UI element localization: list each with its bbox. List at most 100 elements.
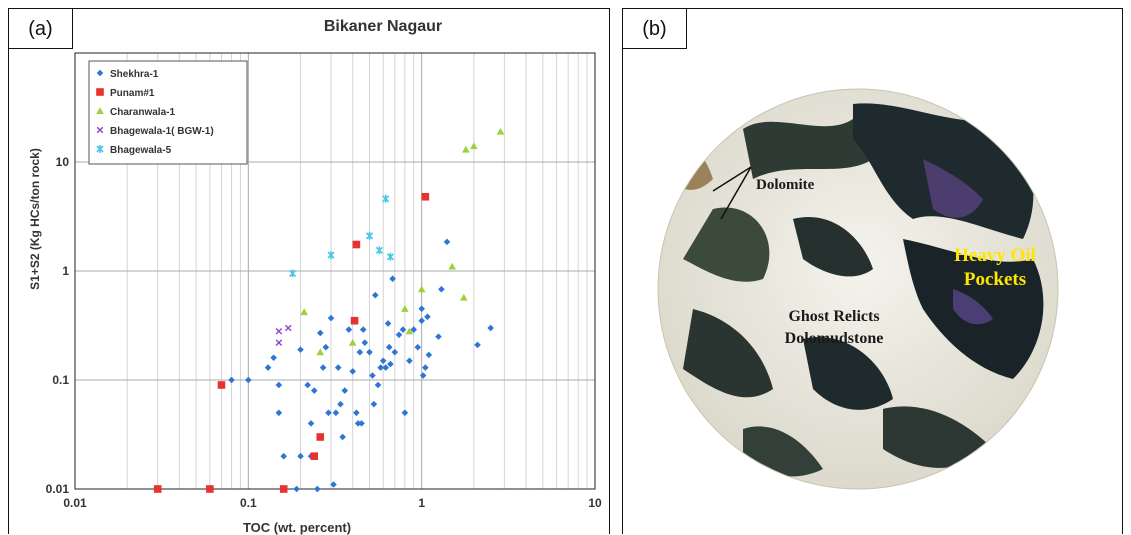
y-tick-label: 10: [56, 155, 70, 169]
data-point: [382, 364, 389, 371]
data-point: [366, 348, 373, 356]
heavy-oil-label-line1: Heavy Oil: [954, 245, 1036, 266]
data-point: [389, 275, 396, 282]
data-point: [417, 285, 426, 293]
data-point: [356, 348, 364, 356]
data-point: [418, 305, 425, 313]
data-point: [369, 372, 376, 379]
data-point: [341, 387, 349, 394]
data-point: [418, 317, 425, 324]
data-point: [410, 326, 418, 333]
data-point: [365, 231, 374, 240]
legend-box: [88, 60, 248, 165]
data-point: [275, 327, 283, 335]
data-point: [435, 333, 442, 340]
data-point: [399, 326, 407, 333]
data-point: [153, 485, 162, 493]
y-tick-label: 0.1: [52, 373, 69, 387]
data-point: [275, 339, 283, 346]
legend-label: Shekhra-1: [110, 69, 159, 80]
legend-label: Punam#1: [110, 88, 155, 99]
y-axis-title: S1+S2 (Kg HCs/ton rock): [28, 148, 42, 290]
legend-marker: [96, 145, 104, 153]
data-point: [275, 381, 283, 389]
data-points: [153, 127, 505, 493]
data-point: [405, 327, 414, 335]
data-point: [361, 339, 369, 346]
data-point: [474, 341, 481, 349]
data-point: [284, 324, 292, 332]
data-point: [334, 364, 342, 371]
data-point: [307, 420, 315, 427]
data-point: [264, 364, 272, 371]
data-point: [370, 400, 378, 408]
legend-label: Bhagewala-1( BGW-1): [110, 126, 214, 137]
data-point: [401, 304, 409, 312]
data-point: [422, 364, 429, 371]
dolomite-pointer: [712, 166, 752, 220]
scatter-chart: 0.01 0.1 1 10 0.01 0.1 1 10 Bikaner Nagaur TOC …: [28, 18, 602, 535]
data-point: [384, 320, 392, 327]
data-point: [339, 433, 346, 441]
data-point: [275, 409, 283, 417]
data-point: [421, 192, 430, 201]
data-point: [316, 348, 325, 356]
data-point: [424, 313, 431, 321]
data-point: [352, 240, 361, 249]
data-point: [327, 251, 335, 260]
legend: Shekhra-1 Punam#1 Charanwala-1 Bhagewala-1(…: [88, 60, 248, 165]
y-tick-label: 1: [62, 264, 69, 278]
data-point: [374, 381, 382, 389]
data-point: [371, 291, 379, 299]
data-point: [332, 409, 340, 417]
data-point: [459, 293, 468, 301]
heavy-oil-label-line2: Pockets: [964, 269, 1026, 290]
data-point: [330, 481, 337, 488]
data-point: [297, 452, 304, 460]
data-point: [350, 316, 359, 325]
data-point: [382, 194, 390, 203]
data-point: [406, 357, 413, 365]
legend-marker: [96, 107, 104, 115]
core-photo: Dolomite Heavy Oil Pockets Ghost Relicts…: [657, 88, 1059, 490]
chart-title: Bikaner Nagaur: [324, 18, 442, 35]
data-point: [293, 485, 300, 493]
data-point: [359, 326, 367, 333]
data-point: [487, 324, 494, 332]
data-point: [496, 127, 505, 135]
panel-b-label: (b): [623, 9, 687, 49]
data-point: [391, 348, 399, 356]
data-point: [319, 364, 327, 371]
data-point: [327, 314, 335, 322]
y-tick-label: 0.01: [46, 482, 70, 496]
data-point: [401, 409, 409, 417]
data-point: [414, 343, 422, 351]
legend-marker: [96, 69, 104, 77]
data-point: [325, 409, 332, 417]
data-point: [270, 354, 277, 362]
data-point: [280, 452, 288, 460]
data-point: [316, 433, 325, 441]
data-point: [419, 372, 427, 379]
x-tick-label: 0.01: [63, 496, 87, 510]
data-point: [443, 238, 451, 246]
x-tick-label: 10: [588, 496, 602, 510]
legend-marker: [96, 88, 104, 96]
data-point: [245, 376, 252, 384]
data-point: [395, 331, 403, 339]
panel-a-label: (a): [9, 9, 73, 49]
x-tick-label: 0.1: [240, 496, 257, 510]
tick-labels: 0.01 0.1 1 10 0.01 0.1 1 10: [46, 155, 602, 510]
data-point: [448, 262, 456, 270]
data-point: [349, 368, 356, 375]
data-point: [310, 452, 319, 460]
data-point: [337, 400, 344, 408]
photo-panel: Dolomite Heavy Oil Pockets Ghost Relicts…: [622, 8, 1123, 534]
data-point: [353, 409, 360, 417]
data-point: [385, 343, 393, 351]
x-axis-title: TOC (wt. percent): [243, 520, 351, 535]
data-point: [300, 308, 308, 316]
ghost-relicts-label-line1: Ghost Relicts: [788, 308, 879, 325]
data-point: [297, 346, 304, 353]
data-point: [375, 246, 383, 255]
